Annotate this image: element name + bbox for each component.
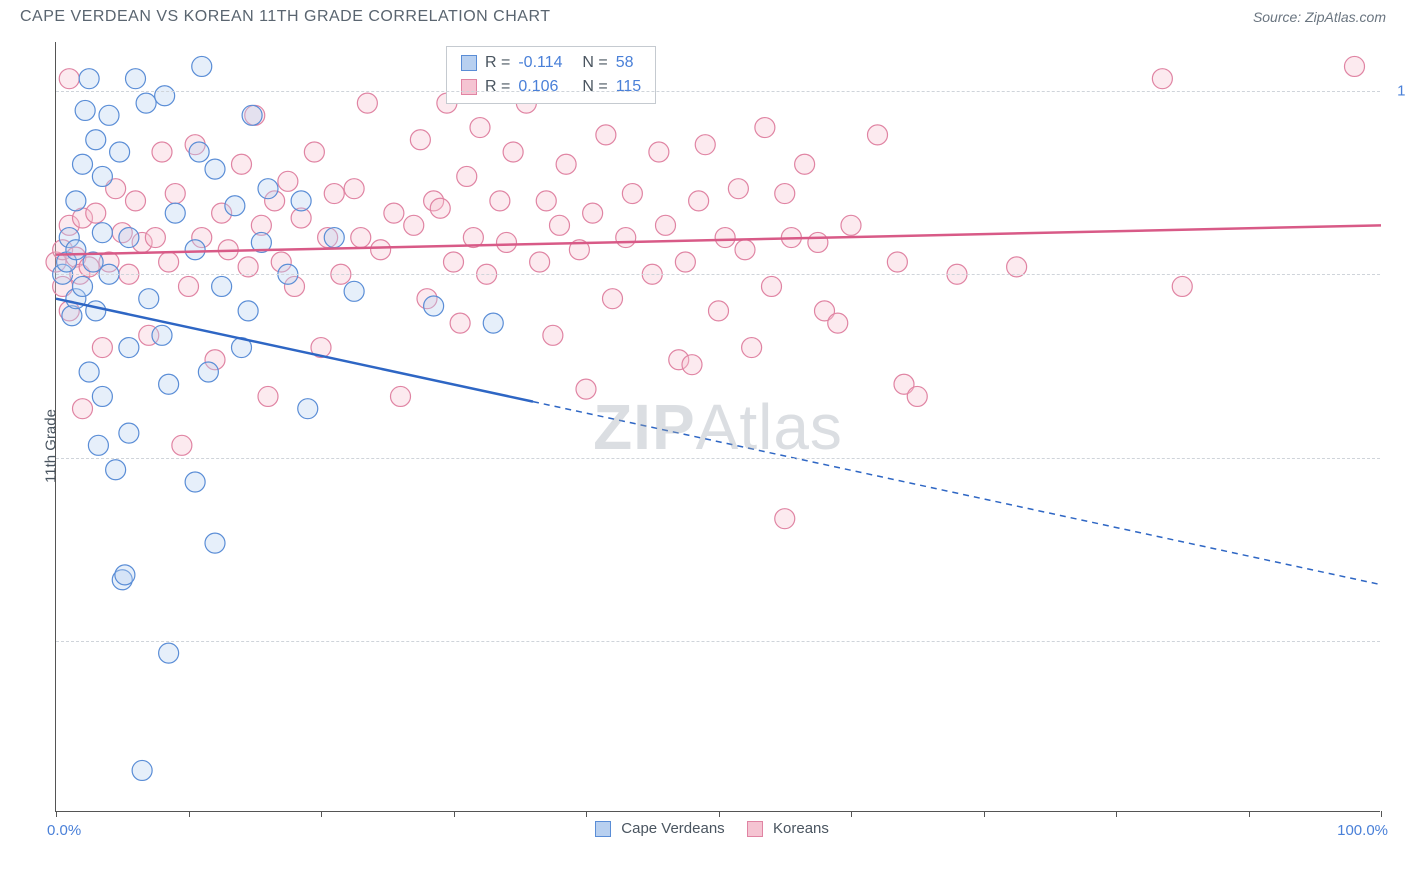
legend-label-series1: Cape Verdeans <box>621 820 724 837</box>
correlation-stats-box: R =-0.114 N =58 R =0.106 N =115 <box>446 46 656 104</box>
source-label: Source: ZipAtlas.com <box>1253 9 1386 25</box>
legend-label-series2: Koreans <box>773 820 829 837</box>
series2-swatch-icon <box>461 79 477 95</box>
stats-row-series2: R =0.106 N =115 <box>461 75 641 99</box>
y-tick-label: 100.0% <box>1397 82 1406 99</box>
bottom-legend: Cape Verdeans Koreans <box>0 820 1406 837</box>
legend-swatch-series2-icon <box>747 821 763 837</box>
stats-row-series1: R =-0.114 N =58 <box>461 51 641 75</box>
series1-swatch-icon <box>461 55 477 71</box>
legend-swatch-series1-icon <box>595 821 611 837</box>
scatter-svg <box>56 42 1380 811</box>
chart-title: CAPE VERDEAN VS KOREAN 11TH GRADE CORREL… <box>20 8 551 26</box>
chart-plot-area: ZIPAtlas R =-0.114 N =58 R =0.106 N =115… <box>55 42 1380 812</box>
